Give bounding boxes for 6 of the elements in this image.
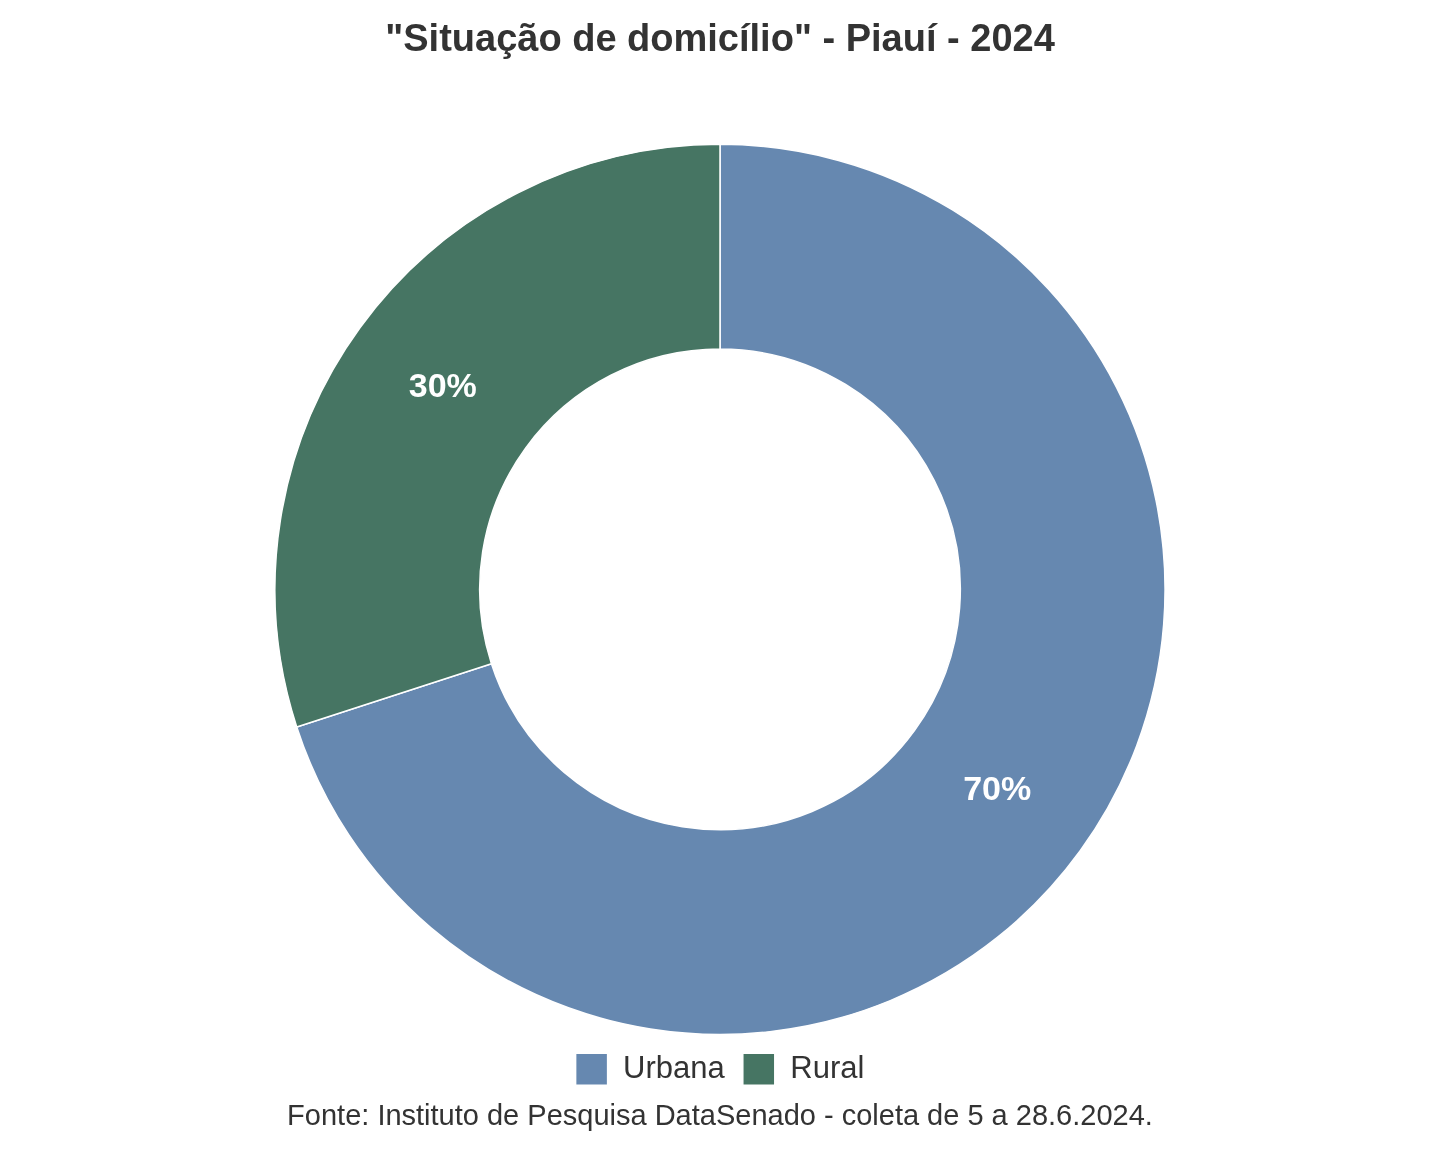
data-label: 30% (408, 366, 477, 405)
legend-label: Rural (790, 1049, 865, 1085)
legend-label: Urbana (623, 1049, 726, 1085)
source-note: Fonte: Instituto de Pesquisa DataSenado - coleta de 5 a 28.6.2024. (287, 1098, 1153, 1131)
data-label: 70% (963, 769, 1032, 808)
chart-title: "Situação de domicílio" - Piauí - 2024 (385, 17, 1055, 60)
